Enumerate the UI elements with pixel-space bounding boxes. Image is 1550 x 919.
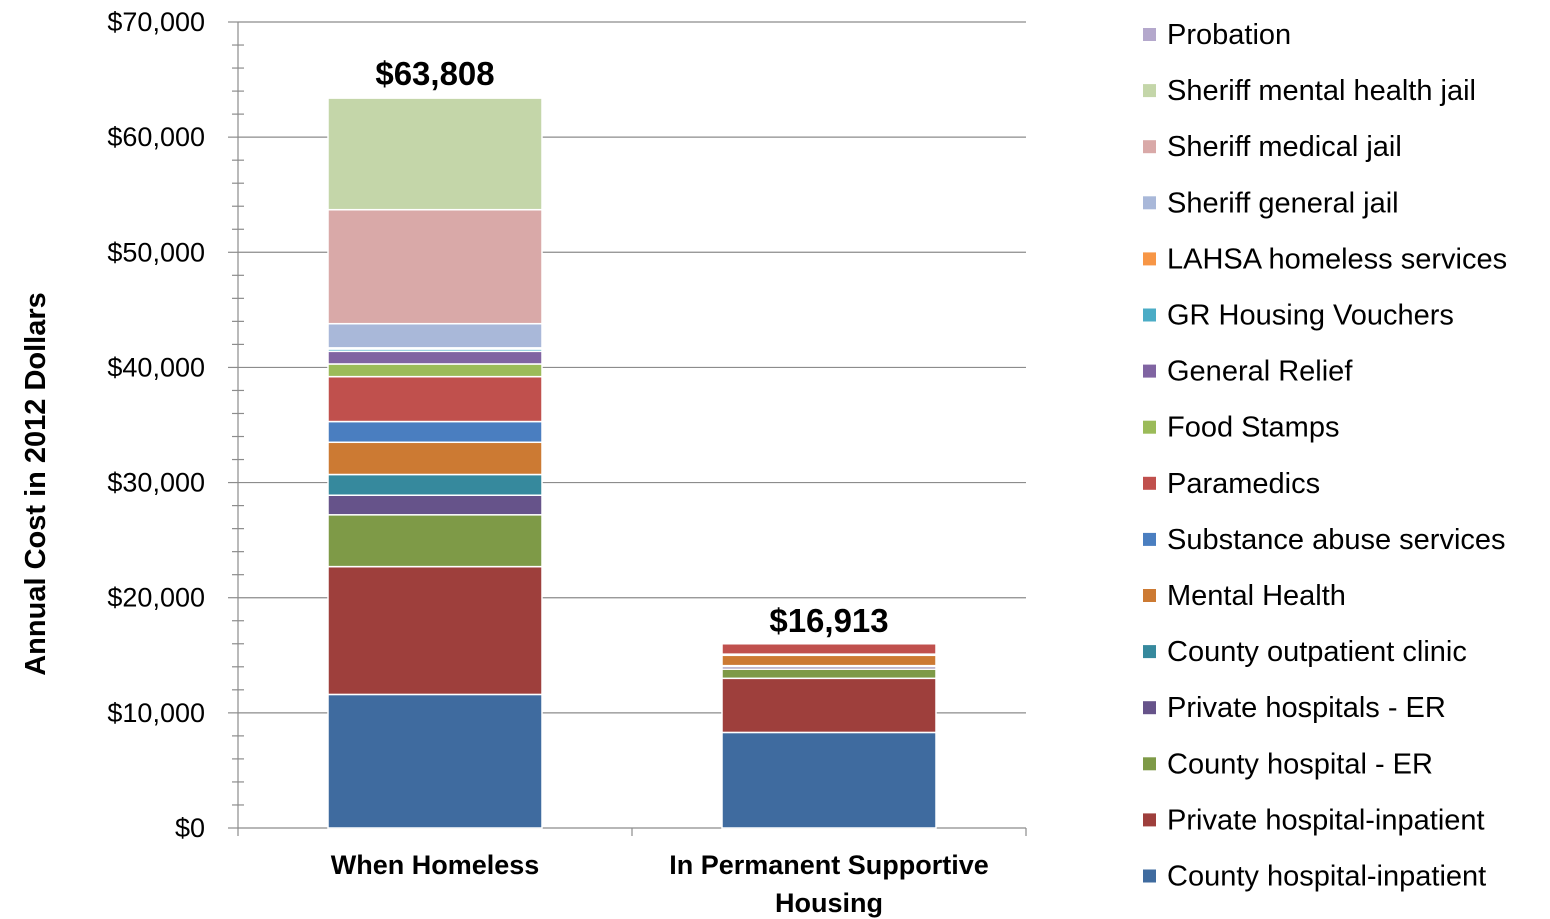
y-tick-label: $60,000	[107, 122, 205, 152]
legend-swatch	[1143, 477, 1156, 490]
legend-label: County outpatient clinic	[1167, 636, 1467, 668]
bars	[328, 97, 936, 828]
legend-label: Mental Health	[1167, 580, 1346, 612]
y-tick-label: $10,000	[107, 698, 205, 728]
bar-segment	[328, 515, 542, 567]
bar-segment	[328, 97, 542, 98]
legend-label: Private hospital-inpatient	[1167, 804, 1485, 836]
bar-total-label: $16,913	[769, 602, 888, 639]
bar-segment	[328, 495, 542, 515]
legend-label: County hospital-inpatient	[1167, 861, 1486, 893]
y-tick-label: $40,000	[107, 352, 205, 382]
x-category-label: In Permanent Supportive	[669, 850, 989, 880]
legend-swatch	[1143, 252, 1156, 265]
bar-segment	[722, 678, 936, 732]
legend-label: Private hospitals - ER	[1167, 692, 1446, 724]
y-tick-label: $0	[175, 813, 205, 843]
bar-segment	[328, 422, 542, 443]
bar-segment	[722, 669, 936, 678]
bar-segment	[328, 210, 542, 324]
y-tick-label: $20,000	[107, 583, 205, 613]
legend-label: Substance abuse services	[1167, 524, 1506, 556]
legend-swatch	[1143, 140, 1156, 153]
bar-total-label: $63,808	[375, 55, 494, 92]
legend-swatch	[1143, 421, 1156, 434]
bar-segment	[328, 364, 542, 377]
bar-segment	[722, 655, 936, 665]
legend-label: County hospital - ER	[1167, 748, 1433, 780]
legend-label: Sheriff medical jail	[1167, 131, 1402, 163]
legend: Probation Sheriff mental health jail Sheri…	[1143, 19, 1507, 893]
legend-label: LAHSA homeless services	[1167, 243, 1507, 275]
x-category-label: Housing	[775, 888, 883, 918]
legend-swatch	[1143, 533, 1156, 546]
y-axis-title: Annual Cost in 2012 Dollars	[20, 292, 52, 676]
legend-label: Food Stamps	[1167, 412, 1339, 444]
legend-swatch	[1143, 813, 1156, 826]
bar-segment	[328, 324, 542, 348]
legend-swatch	[1143, 28, 1156, 41]
legend-label: GR Housing Vouchers	[1167, 300, 1454, 332]
legend-swatch	[1143, 701, 1156, 714]
bar-segment	[328, 475, 542, 496]
bar-segment	[328, 567, 542, 695]
legend-swatch	[1143, 365, 1156, 378]
legend-swatch	[1143, 196, 1156, 209]
legend-swatch	[1143, 757, 1156, 770]
y-tick-label: $30,000	[107, 468, 205, 498]
legend-swatch	[1143, 84, 1156, 97]
bar-segment	[328, 694, 542, 828]
legend-swatch	[1143, 870, 1156, 883]
legend-label: Sheriff mental health jail	[1167, 75, 1476, 107]
bar-segment	[328, 442, 542, 474]
bar-segment	[328, 98, 542, 210]
legend-label: Paramedics	[1167, 468, 1320, 500]
bar-segment	[328, 351, 542, 364]
bar-segment	[722, 732, 936, 828]
bar-segment	[328, 377, 542, 422]
legend-label: Sheriff general jail	[1167, 187, 1399, 219]
legend-label: Probation	[1167, 19, 1291, 51]
y-tick-label: $50,000	[107, 237, 205, 267]
x-category-label: When Homeless	[331, 850, 540, 880]
legend-swatch	[1143, 309, 1156, 322]
bar-segment	[722, 644, 936, 654]
y-tick-label: $70,000	[107, 7, 205, 37]
legend-swatch	[1143, 589, 1156, 602]
legend-swatch	[1143, 645, 1156, 658]
legend-label: General Relief	[1167, 356, 1353, 388]
